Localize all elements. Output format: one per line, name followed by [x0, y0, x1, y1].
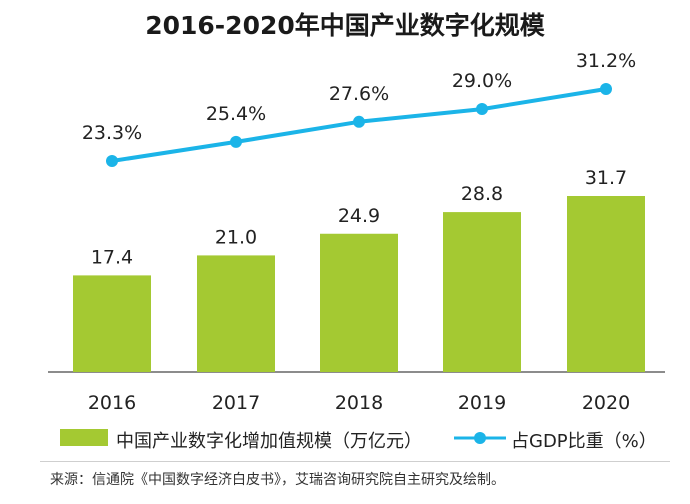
x-tick-2019: 2019	[458, 392, 506, 414]
line-point-2016	[106, 155, 118, 167]
legend-bar-label: 中国产业数字化增加值规模（万亿元）	[116, 431, 422, 452]
line-point-2019	[476, 103, 488, 116]
bar-label-2019: 28.8	[461, 183, 503, 205]
legend-line-label: 占GDP比重（%）	[511, 431, 657, 452]
source-note: 来源：信通院《中国数字经济白皮书》，艾瑞咨询研究院自主研究及绘制。	[50, 472, 505, 488]
bar-label-2020: 31.7	[585, 167, 627, 189]
bar-2019	[443, 212, 521, 372]
chart-legend: 中国产业数字化增加值规模（万亿元） 占GDP比重（%）	[0, 425, 690, 453]
bar-label-2018: 24.9	[338, 205, 380, 227]
x-tick-2016: 2016	[88, 392, 136, 414]
source-divider	[40, 461, 670, 462]
chart-plot: 17.4 2016 21.0 2017 24.9 2018 28.8 2019 31.7 2020…	[48, 50, 665, 414]
bar-2016	[73, 275, 151, 372]
legend-line-swatch	[454, 432, 506, 444]
line-label-2018: 27.6%	[329, 83, 389, 105]
legend-bar-swatch	[60, 429, 108, 446]
x-tick-2020: 2020	[582, 392, 630, 414]
x-tick-2018: 2018	[335, 392, 383, 414]
line-label-2020: 31.2%	[576, 50, 636, 72]
line-point-2017	[230, 135, 242, 148]
line-label-2019: 29.0%	[452, 70, 512, 92]
line-point-2020	[600, 83, 612, 95]
line-label-2017: 25.4%	[206, 103, 266, 125]
line-label-2016: 23.3%	[82, 122, 142, 144]
bar-2017	[197, 255, 275, 372]
bar-label-2016: 17.4	[91, 246, 133, 268]
bar-2020	[567, 196, 645, 372]
x-tick-2017: 2017	[212, 392, 260, 414]
bar-label-2017: 21.0	[215, 226, 257, 248]
chart-title: 2016-2020年中国产业数字化规模	[145, 11, 545, 40]
bar-2018	[320, 233, 398, 372]
line-point-2018	[353, 115, 365, 128]
